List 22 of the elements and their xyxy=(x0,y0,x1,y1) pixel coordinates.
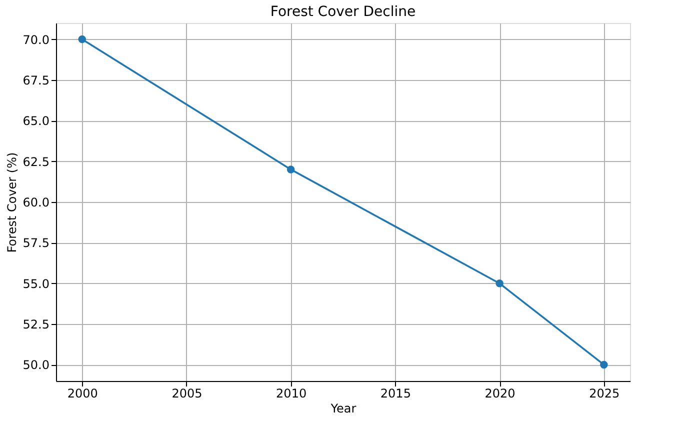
y-tick-label: 60.0 xyxy=(22,196,50,210)
x-tick-label: 2020 xyxy=(484,386,516,400)
y-tick-label: 65.0 xyxy=(22,114,50,128)
y-tick-label: 55.0 xyxy=(22,276,50,291)
y-tick-label: 57.5 xyxy=(22,236,50,250)
y-axis-title: Forest Cover (%) xyxy=(4,152,19,253)
x-axis-title: Year xyxy=(330,402,356,416)
x-tick-label: 2010 xyxy=(276,386,307,400)
x-tick-label: 2005 xyxy=(172,386,202,400)
x-tick-label: 2025 xyxy=(589,386,620,400)
point xyxy=(286,166,295,174)
y-tick-label: 62.5 xyxy=(22,154,50,169)
x-tick-label: 2015 xyxy=(380,386,411,400)
y-tick-label: 70.0 xyxy=(22,32,50,47)
x-tick-label: 2000 xyxy=(67,386,98,400)
y-tick-label: 52.5 xyxy=(22,318,50,332)
point xyxy=(78,35,86,44)
point xyxy=(496,280,504,288)
point xyxy=(600,360,608,369)
chart-title: Forest Cover Decline xyxy=(270,4,416,20)
y-tick-label: 50.0 xyxy=(22,358,50,372)
y-tick-label: 67.5 xyxy=(22,73,50,88)
